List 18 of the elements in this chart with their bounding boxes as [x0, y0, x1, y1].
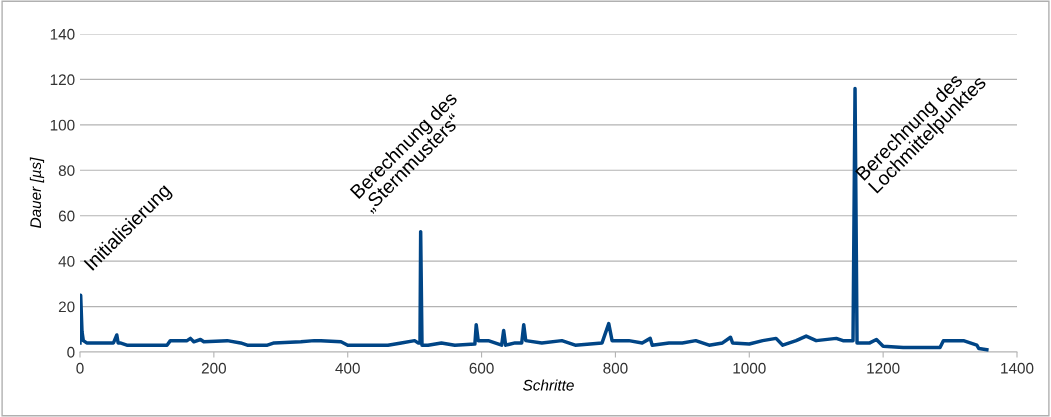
y-tick-label: 20 — [58, 301, 75, 313]
y-tick-label: 140 — [50, 28, 75, 40]
x-tick-label: 200 — [201, 362, 227, 374]
x-tick-label: 800 — [603, 362, 628, 374]
y-tick-label: 0 — [67, 346, 75, 358]
y-tick-label: 40 — [58, 256, 75, 267]
y-axis-title: Dauer [µs] — [29, 157, 45, 228]
x-tick-label: 0 — [76, 362, 84, 374]
x-tick-label: 1400 — [1001, 362, 1034, 374]
x-axis-title: Schritte — [523, 379, 574, 391]
x-tick-label: 400 — [335, 362, 360, 374]
x-tick-label: 1200 — [867, 362, 900, 374]
y-tick-label: 60 — [58, 210, 75, 222]
y-tick-label: 120 — [50, 74, 75, 86]
x-tick-label: 600 — [469, 362, 494, 374]
x-tick-label: 1000 — [733, 362, 766, 374]
y-tick-label: 80 — [58, 165, 75, 176]
y-tick-label: 100 — [50, 119, 75, 131]
